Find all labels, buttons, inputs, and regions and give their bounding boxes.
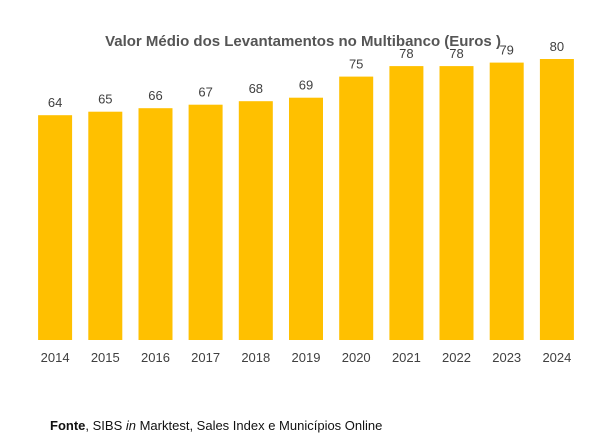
data-label-2018: 68: [249, 81, 263, 96]
data-label-2019: 69: [299, 78, 313, 93]
bar-2021: [389, 66, 424, 340]
data-label-2024: 80: [550, 39, 564, 54]
data-label-2023: 79: [499, 43, 513, 58]
x-tick-label-2023: 2023: [492, 350, 521, 365]
bar-2022: [439, 66, 474, 340]
data-label-2022: 78: [449, 46, 463, 61]
bar-2015: [88, 111, 123, 340]
x-tick-label-2024: 2024: [542, 350, 571, 365]
x-tick-label-2014: 2014: [41, 350, 70, 365]
data-label-2017: 67: [198, 85, 212, 100]
bar-2020: [339, 76, 374, 340]
x-tick-label-2020: 2020: [342, 350, 371, 365]
bar-2023: [489, 62, 524, 340]
source-text-italic: in: [125, 418, 136, 433]
bar-2018: [238, 101, 273, 340]
bar-2019: [289, 97, 323, 340]
chart-title: Valor Médio dos Levantamentos no Multiba…: [105, 33, 501, 50]
x-tick-label-2016: 2016: [141, 350, 170, 365]
data-label-2014: 64: [48, 95, 62, 110]
x-tick-label-2019: 2019: [292, 350, 321, 365]
x-tick-label-2021: 2021: [392, 350, 421, 365]
bar-2014: [38, 115, 73, 340]
data-label-2016: 66: [148, 88, 162, 103]
source-note: Fonte, SIBS in Marktest, Sales Index e M…: [50, 418, 382, 433]
x-tick-label-2018: 2018: [241, 350, 270, 365]
bar-2017: [188, 104, 223, 340]
x-tick-label-2022: 2022: [442, 350, 471, 365]
x-tick-label-2017: 2017: [191, 350, 220, 365]
data-label-2020: 75: [349, 57, 363, 72]
source-label: Fonte: [50, 418, 86, 433]
data-label-2015: 65: [98, 92, 112, 107]
data-label-2021: 78: [399, 46, 413, 61]
x-tick-label-2015: 2015: [91, 350, 120, 365]
source-text-post: Marktest, Sales Index e Municípios Onlin…: [135, 418, 383, 433]
bar-2016: [138, 108, 173, 340]
source-text-pre: , SIBS: [85, 418, 126, 433]
bar-2024: [539, 59, 574, 340]
